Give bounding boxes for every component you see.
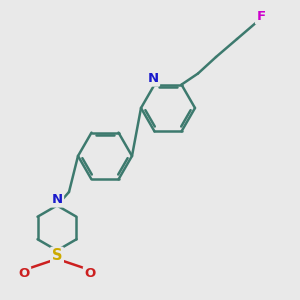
Text: N: N: [51, 193, 63, 206]
Text: O: O: [84, 267, 96, 280]
Text: F: F: [256, 10, 266, 23]
Text: N: N: [147, 72, 159, 85]
Text: S: S: [52, 248, 62, 263]
Text: O: O: [18, 267, 30, 280]
